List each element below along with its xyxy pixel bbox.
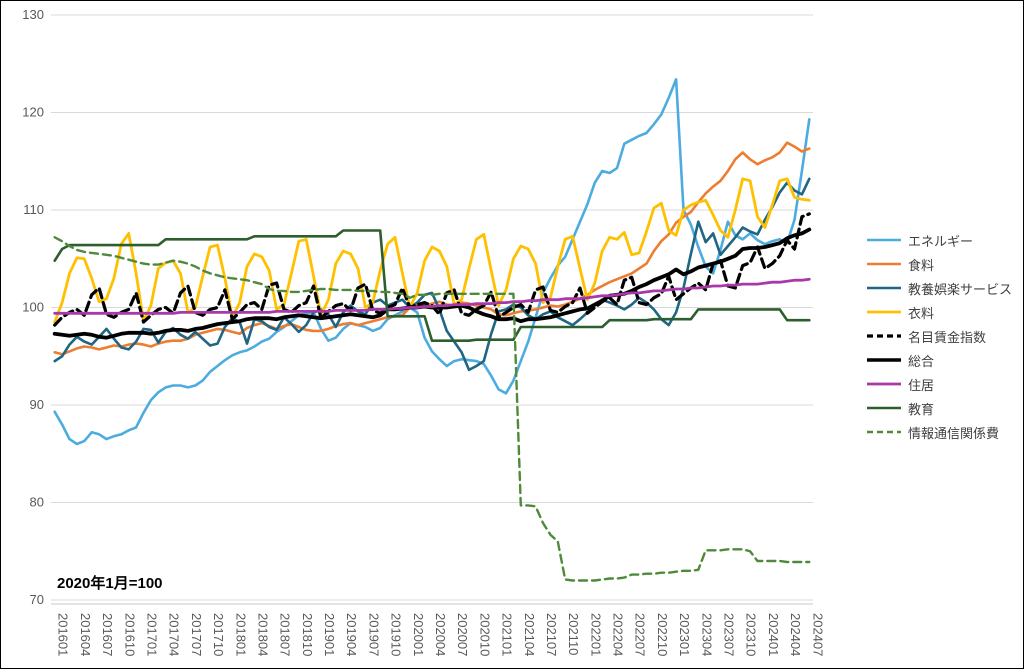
x-axis-tick-label: 201610 bbox=[122, 613, 137, 656]
legend-label-overall: 総合 bbox=[908, 353, 935, 369]
x-axis-tick-label: 201801 bbox=[233, 613, 248, 656]
x-axis-tick-label: 201901 bbox=[322, 613, 337, 656]
y-axis-tick-label: 100 bbox=[22, 300, 44, 315]
series-line-clothing bbox=[53, 177, 811, 324]
x-axis-tick-label: 202207 bbox=[633, 613, 648, 656]
x-axis-tick-label: 202004 bbox=[433, 613, 448, 656]
series-line-education bbox=[53, 229, 811, 343]
x-axis-tick-label: 202310 bbox=[744, 613, 759, 656]
x-axis-tick-label: 201904 bbox=[344, 613, 359, 656]
legend-marker-overall bbox=[867, 358, 901, 362]
y-axis-tick-label: 70 bbox=[30, 592, 44, 607]
legend-marker-culture-recreation-services bbox=[867, 286, 901, 290]
x-axis-tick-label: 202201 bbox=[588, 613, 603, 656]
x-axis-tick-label: 202210 bbox=[655, 613, 670, 656]
legend-marker-education bbox=[867, 406, 901, 410]
legend-label-culture-recreation-services: 教養娯楽サービス bbox=[908, 281, 1013, 297]
x-axis-tick-label: 202007 bbox=[455, 613, 470, 656]
legend-item-info-communication: 情報通信関係費 bbox=[867, 420, 1012, 444]
x-axis-tick-label: 202304 bbox=[699, 613, 714, 656]
legend-item-nominal-wage-index: 名目賃金指数 bbox=[867, 324, 1012, 348]
x-axis-tick-label: 201810 bbox=[300, 613, 315, 656]
x-axis-tick-label: 202001 bbox=[411, 613, 426, 656]
legend-marker-clothing bbox=[867, 310, 901, 314]
x-axis-tick-label: 202401 bbox=[766, 613, 781, 656]
y-axis-tick-label: 120 bbox=[22, 105, 44, 120]
legend-label-nominal-wage-index: 名目賃金指数 bbox=[908, 329, 987, 345]
legend-marker-info-communication bbox=[867, 430, 901, 434]
x-axis-tick-label: 202101 bbox=[500, 613, 515, 656]
index-base-note: 2020年1月=100 bbox=[57, 575, 163, 592]
chart-legend: エネルギー食料教養娯楽サービス 衣料名目賃金指数 総合住居教育情報通信関係費 bbox=[867, 228, 1012, 444]
x-axis-tick-label: 202204 bbox=[611, 613, 626, 656]
x-axis-tick-label: 202407 bbox=[810, 613, 825, 656]
x-axis-tick-label: 201907 bbox=[366, 613, 381, 656]
x-axis-tick-label: 201704 bbox=[167, 613, 182, 656]
legend-item-food: 食料 bbox=[867, 252, 1012, 276]
legend-item-housing: 住居 bbox=[867, 372, 1012, 396]
series-line-food bbox=[53, 141, 811, 356]
x-axis-tick-label: 201807 bbox=[278, 613, 293, 656]
legend-item-energy: エネルギー bbox=[867, 228, 1012, 252]
x-axis-tick-label: 202110 bbox=[566, 613, 581, 655]
x-axis-tick-label: 202307 bbox=[722, 613, 737, 656]
legend-label-education: 教育 bbox=[908, 401, 935, 417]
x-axis-tick-label: 201707 bbox=[189, 613, 204, 656]
x-axis-tick-label: 202404 bbox=[788, 613, 803, 656]
x-axis-tick-label: 201601 bbox=[56, 613, 71, 656]
legend-item-overall: 総合 bbox=[867, 348, 1012, 372]
x-axis-tick-label: 201701 bbox=[144, 613, 159, 656]
x-axis-tick-label: 202104 bbox=[522, 613, 537, 656]
x-axis-tick-label: 202107 bbox=[544, 613, 559, 656]
legend-label-housing: 住居 bbox=[908, 377, 935, 393]
legend-item-culture-recreation-services: 教養娯楽サービス bbox=[867, 276, 1012, 300]
legend-label-clothing: 衣料 bbox=[908, 305, 935, 321]
legend-marker-housing bbox=[867, 382, 901, 386]
legend-item-education: 教育 bbox=[867, 396, 1012, 420]
y-axis-tick-label: 130 bbox=[22, 7, 44, 22]
legend-marker-food bbox=[867, 262, 901, 266]
legend-label-info-communication: 情報通信関係費 bbox=[908, 425, 1000, 441]
legend-item-clothing: 衣料 bbox=[867, 300, 1012, 324]
x-axis-tick-label: 201710 bbox=[211, 613, 226, 656]
x-axis-tick-label: 201804 bbox=[255, 613, 270, 656]
y-axis-tick-label: 80 bbox=[30, 495, 44, 510]
x-axis-tick-label: 201604 bbox=[78, 613, 93, 656]
y-axis-tick-label: 110 bbox=[23, 202, 44, 217]
x-axis-tick-label: 201910 bbox=[389, 613, 404, 656]
x-axis-tick-label: 202301 bbox=[677, 613, 692, 656]
x-axis-tick-label: 201607 bbox=[100, 613, 115, 656]
y-axis-tick-label: 90 bbox=[30, 397, 44, 412]
legend-marker-nominal-wage-index bbox=[867, 334, 901, 338]
legend-label-energy: エネルギー bbox=[908, 233, 974, 249]
series-line-housing bbox=[53, 277, 811, 315]
x-axis-tick-label: 202010 bbox=[477, 613, 492, 656]
series-line-info-communication bbox=[53, 236, 811, 582]
legend-label-food: 食料 bbox=[908, 257, 935, 273]
legend-marker-energy bbox=[867, 238, 901, 242]
